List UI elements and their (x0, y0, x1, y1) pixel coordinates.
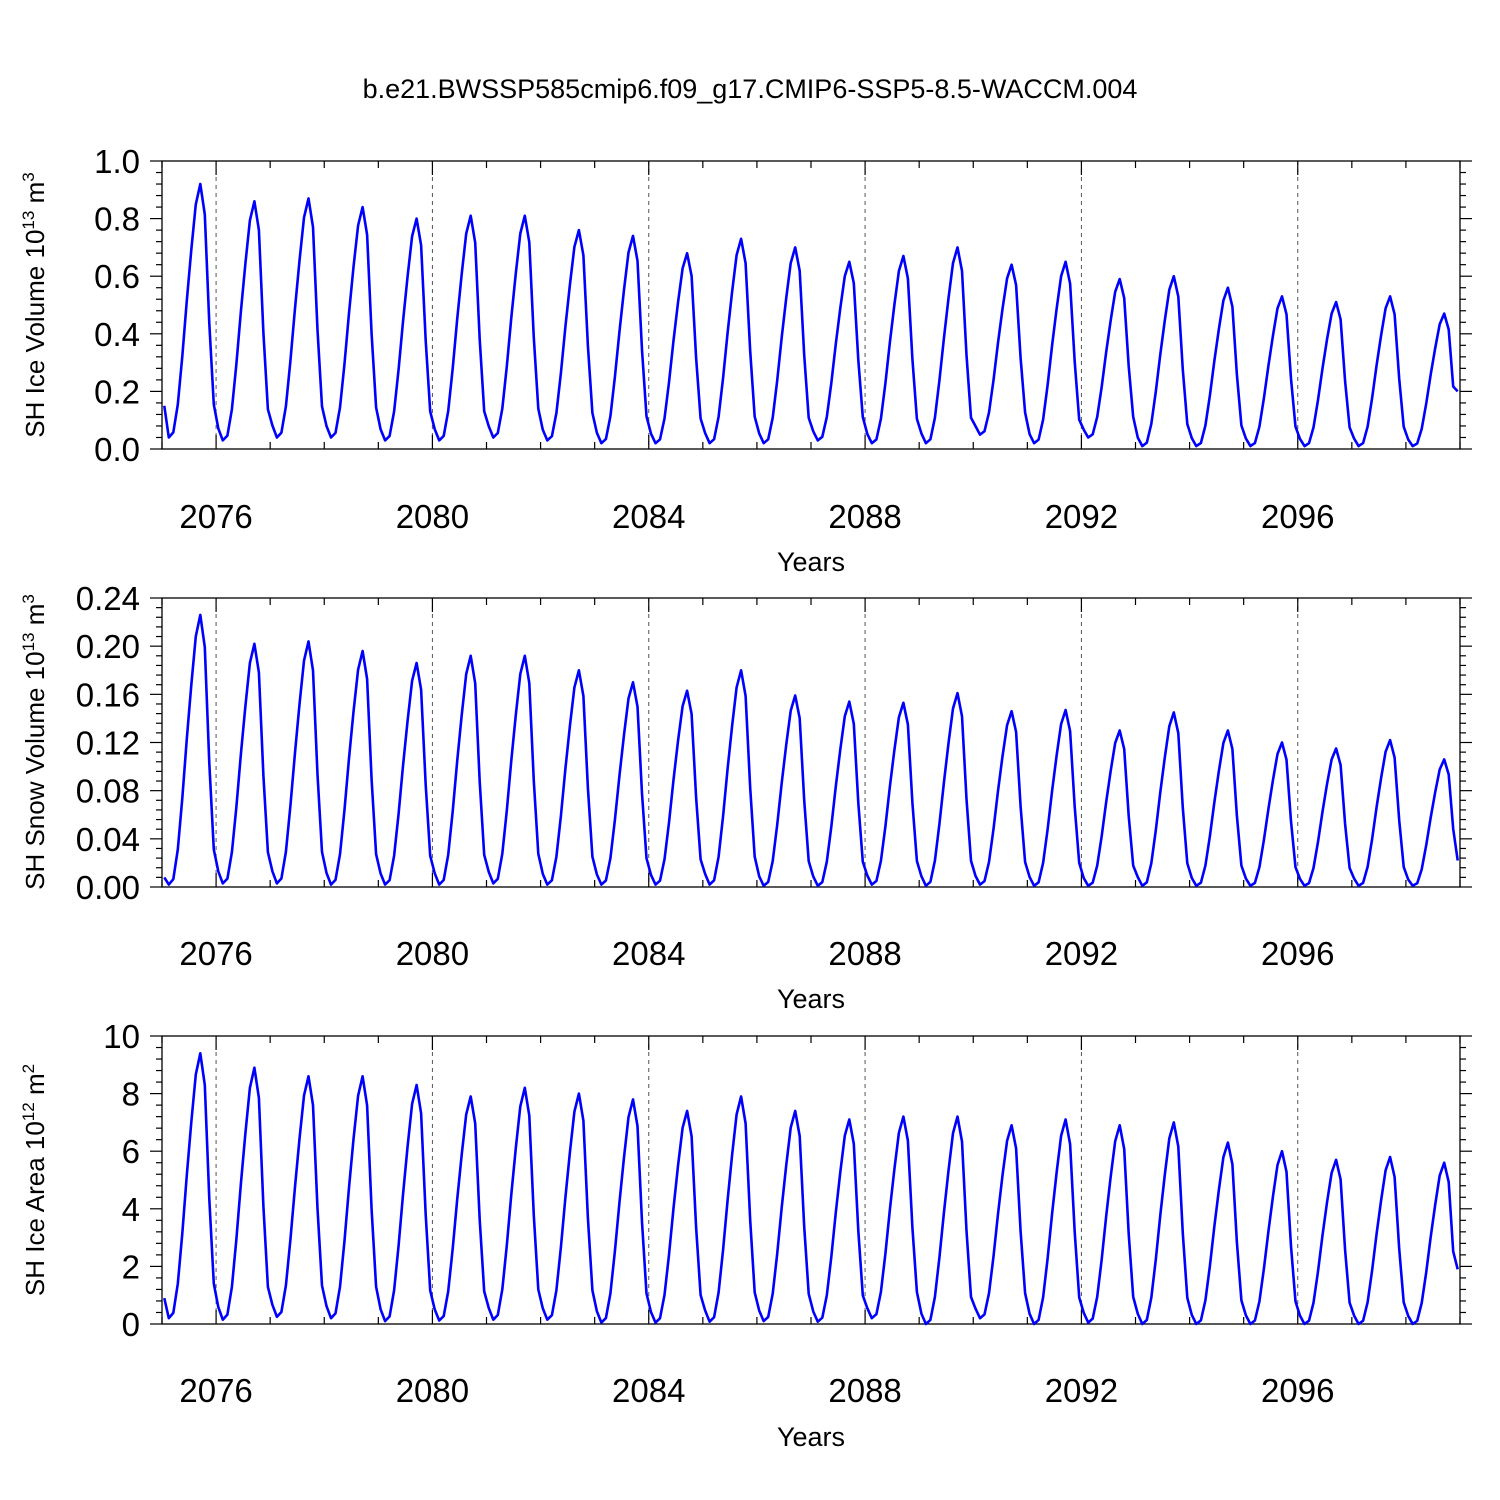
y-tick-label: 1.0 (94, 143, 140, 180)
x-tick-label: 2084 (612, 935, 685, 972)
y-tick-label: 0.24 (76, 580, 140, 617)
chart-title: b.e21.BWSSP585cmip6.f09_g17.CMIP6-SSP5-8… (363, 74, 1138, 104)
plot-frame (161, 160, 1461, 450)
chart-panel-1: 0.0 0.2 0.4 0.6 0.8 1.0 2076 2080 2084 2088 2092 20… (19, 143, 1472, 577)
x-tick-label: 2076 (179, 498, 252, 535)
y-tick-label: 0.00 (76, 869, 140, 906)
y-tick-label: 0.12 (76, 725, 140, 762)
x-tick-label: 2080 (396, 935, 469, 972)
y-tick-label: 0.08 (76, 773, 140, 810)
x-tick-label: 2080 (396, 1372, 469, 1409)
y-tick-label: 0.8 (94, 201, 140, 238)
y-tick-label: 0.4 (94, 316, 140, 353)
y-tick-label: 0.04 (76, 821, 140, 858)
x-tick-label: 2092 (1045, 935, 1118, 972)
series-line (163, 613, 1459, 888)
x-tick-label: 2096 (1261, 935, 1334, 972)
y-tick-label: 10 (103, 1018, 140, 1055)
y-tick-label: 2 (122, 1248, 140, 1285)
y-tick-label: 0.0 (94, 431, 140, 468)
y-axis-label: SH Ice Volume 1013 m3 (19, 172, 50, 437)
y-tick-label: 0.16 (76, 676, 140, 713)
x-axis-label: Years (777, 984, 845, 1014)
y-tick-label: 0.6 (94, 258, 140, 295)
x-tick-label: 2092 (1045, 1372, 1118, 1409)
y-tick-label: 0 (122, 1306, 140, 1343)
y-tick-label: 4 (122, 1191, 140, 1228)
x-tick-label: 2076 (179, 935, 252, 972)
x-axis-label: Years (777, 1422, 845, 1452)
y-tick-label: 0.20 (76, 628, 140, 665)
y-axis-label: SH Ice Area 1012 m2 (19, 1064, 50, 1296)
x-tick-label: 2096 (1261, 1372, 1334, 1409)
plot-frame (161, 1035, 1461, 1325)
x-axis-label: Years (777, 547, 845, 577)
y-tick-label: 8 (122, 1076, 140, 1113)
x-tick-label: 2080 (396, 498, 469, 535)
x-tick-label: 2096 (1261, 498, 1334, 535)
plot-frame (161, 597, 1461, 888)
x-tick-label: 2088 (828, 935, 901, 972)
y-tick-label: 0.2 (94, 373, 140, 410)
series-line (163, 182, 1459, 448)
chart-panel-2: 0.00 0.04 0.08 0.12 0.16 0.20 0.24 2076 2080 2084… (19, 580, 1472, 1014)
x-tick-label: 2084 (612, 498, 685, 535)
y-tick-label: 6 (122, 1133, 140, 1170)
chart-panel-3: 0 2 4 6 8 10 2076 2080 2084 2088 2092 2096 Years SH I… (19, 1018, 1472, 1452)
y-axis-label: SH Snow Volume 1013 m3 (19, 594, 50, 890)
x-tick-label: 2088 (828, 1372, 901, 1409)
x-tick-label: 2076 (179, 1372, 252, 1409)
x-tick-label: 2084 (612, 1372, 685, 1409)
series-line (163, 1052, 1459, 1326)
x-tick-label: 2092 (1045, 498, 1118, 535)
x-tick-label: 2088 (828, 498, 901, 535)
